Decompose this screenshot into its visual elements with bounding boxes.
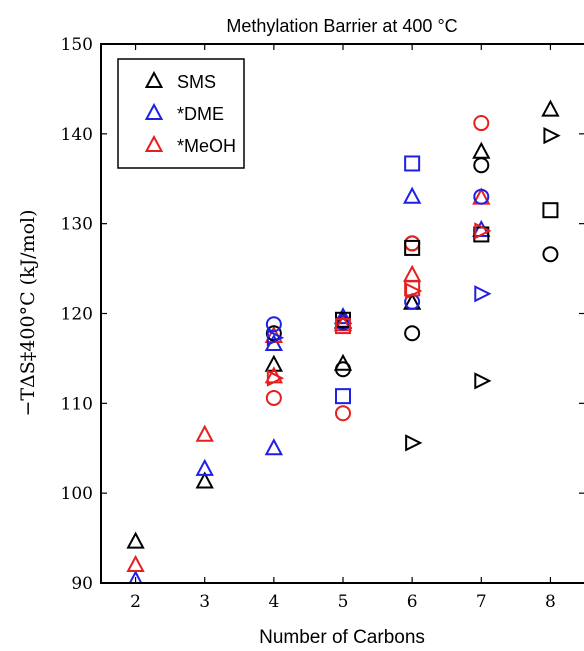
data-point-triangle-up-dme — [402, 186, 422, 204]
legend-label: *MeOH — [177, 136, 236, 156]
data-point-triangle-right-e61f1f — [474, 222, 492, 240]
x-tick-label: 7 — [476, 592, 487, 612]
legend-marker — [144, 134, 164, 152]
x-tick-label: 2 — [130, 592, 141, 612]
y-tick-label: 110 — [61, 394, 93, 414]
data-point-circle-000000 — [473, 157, 490, 174]
data-point-triangle-right-e61f1f — [266, 369, 285, 387]
data-point-circle-000000 — [335, 361, 351, 378]
legend-marker — [144, 102, 164, 120]
y-tick-label: 100 — [61, 484, 93, 504]
data-point-circle-1f1fe6 — [473, 188, 490, 205]
y-axis-label: −TΔS‡400°C (kJ/mol) — [17, 209, 39, 416]
data-point-triangle-right-000000 — [474, 372, 492, 390]
axis-ticks: 2 3 4 5 6 7 8 90 100 110 120 130 140 150 — [61, 35, 584, 612]
data-point-circle-000000 — [542, 246, 559, 263]
y-tick-label: 130 — [61, 215, 93, 235]
data-point-triangle-right-1f1fe6 — [266, 329, 285, 347]
data-point-triangle-up-sms — [126, 531, 145, 549]
data-point-circle-e61f1f — [335, 405, 351, 422]
data-point-triangle-up-sms — [541, 99, 560, 117]
x-tick-label: 8 — [545, 592, 556, 612]
data-point-circle-e61f1f — [404, 235, 421, 252]
x-tick-label: 4 — [268, 592, 279, 612]
x-axis-label: Number of Carbons — [259, 627, 425, 648]
data-point-circle-1f1fe6 — [265, 316, 282, 333]
data-point-triangle-up-sms — [195, 471, 214, 489]
data-point-circle-000000 — [404, 325, 421, 342]
data-point-triangle-right-000000 — [405, 434, 423, 452]
data-point-square-e61f1f — [335, 318, 351, 335]
legend-label: SMS — [177, 72, 216, 92]
data-point-triangle-up-sms — [472, 141, 491, 159]
legend: SMS *DME *MeOH — [117, 58, 245, 169]
x-tick-label: 5 — [338, 592, 349, 612]
chart-title: Methylation Barrier at 400 °C — [226, 16, 457, 36]
data-point-circle-e61f1f — [473, 115, 490, 132]
data-point-triangle-up-meoh — [195, 424, 214, 442]
data-point-triangle-up-dme — [264, 438, 284, 456]
x-tick-label: 6 — [407, 592, 418, 612]
data-point-triangle-right-000000 — [543, 127, 561, 145]
data-point-triangle-up-sms — [264, 354, 284, 372]
y-tick-label: 150 — [61, 35, 93, 55]
data-point-triangle-up-meoh — [402, 264, 422, 282]
data-point-triangle-up-dme — [195, 458, 214, 476]
legend-label: *DME — [177, 104, 224, 124]
data-point-triangle-right-1f1fe6 — [474, 285, 492, 303]
data-point-square-000000 — [404, 239, 421, 256]
data-point-triangle-right-e61f1f — [405, 282, 423, 300]
data-point-circle-e61f1f — [265, 389, 282, 406]
data-point-triangle-up-meoh — [126, 554, 145, 573]
data-point-square-000000 — [542, 202, 559, 219]
data-point-triangle-up-dme — [128, 570, 143, 583]
y-tick-label: 140 — [61, 125, 93, 145]
y-tick-label: 120 — [61, 305, 93, 325]
legend-marker — [144, 70, 164, 88]
data-point-square-1f1fe6 — [335, 388, 351, 405]
legend-box — [117, 58, 245, 169]
x-tick-label: 3 — [199, 592, 210, 612]
plot-area — [126, 99, 561, 583]
y-tick-label: 90 — [71, 574, 93, 594]
data-point-square-1f1fe6 — [404, 155, 421, 172]
